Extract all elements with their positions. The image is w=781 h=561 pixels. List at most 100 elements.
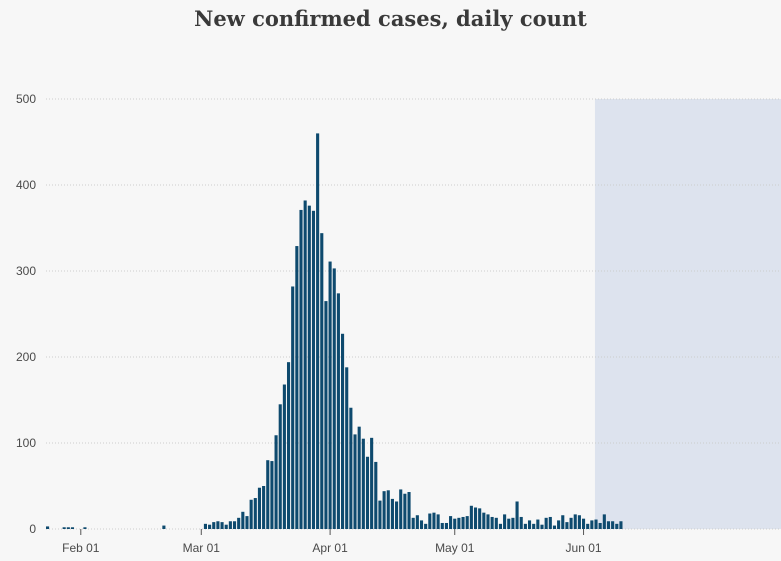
bar-day-40: [212, 522, 216, 529]
bar-day-60: [295, 246, 299, 529]
bar-day-61: [299, 209, 303, 529]
bar-day-113: [515, 501, 519, 529]
bar-day-57: [282, 384, 286, 529]
bar-day-127: [573, 514, 577, 529]
bar-day-87: [407, 492, 411, 529]
bar-day-44: [228, 521, 232, 529]
bar-day-138: [619, 521, 623, 529]
bar-day-79: [374, 461, 378, 529]
chart-title: New confirmed cases, daily count: [194, 6, 587, 31]
bar-day-81: [382, 491, 386, 529]
bar-day-130: [586, 523, 590, 529]
x-tick-label-feb-01: Feb 01: [62, 541, 100, 555]
bar-day-66: [320, 233, 324, 529]
bar-day-129: [581, 518, 586, 529]
bar-day-98: [453, 518, 457, 529]
bar-day-42: [220, 522, 224, 529]
bar-day-117: [532, 523, 536, 529]
bar-day-124: [561, 515, 565, 529]
bar-day-106: [486, 514, 490, 529]
bar-day-112: [511, 517, 515, 529]
bar-day-83: [390, 498, 394, 529]
bar-day-82: [386, 490, 390, 529]
bar-day-69: [332, 268, 336, 529]
bar-day-86: [403, 493, 407, 529]
bar-day-131: [590, 520, 594, 529]
bar-day-85: [399, 489, 403, 529]
bar-day-80: [378, 500, 382, 529]
bar-day-41: [216, 521, 220, 529]
bar-day-92: [428, 513, 432, 529]
bar-day-110: [503, 514, 507, 529]
bar-day-114: [519, 516, 523, 529]
bar-day-71: [341, 333, 345, 529]
bar-day-123: [557, 520, 561, 529]
x-tick-label-jun-01: Jun 01: [566, 541, 602, 555]
bar-day-65: [316, 133, 320, 529]
shaded-region: [594, 99, 781, 529]
y-tick-label-100: 100: [16, 436, 36, 450]
bar-day-93: [432, 512, 436, 529]
x-tick-label-may-01: May 01: [435, 541, 475, 555]
bar-day-115: [523, 523, 527, 529]
bar-day-120: [544, 517, 548, 529]
bar-day-135: [606, 521, 611, 529]
y-tick-label-500: 500: [16, 92, 36, 106]
bar-day-90: [419, 520, 424, 529]
bar-day-54: [270, 461, 274, 529]
bar-day-107: [490, 516, 494, 529]
bar-day-62: [303, 200, 307, 530]
bar-day-39: [208, 524, 212, 529]
bar-day-96: [444, 522, 448, 529]
bar-day-51: [257, 487, 262, 529]
y-tick-label-300: 300: [16, 264, 36, 278]
bar-day-47: [241, 511, 245, 529]
bar-day-46: [237, 517, 241, 529]
bar-day-102: [469, 505, 473, 529]
y-tick-label-200: 200: [16, 350, 36, 364]
bar-day-0: [46, 526, 50, 529]
bar-day-126: [569, 517, 573, 529]
bar-day-63: [307, 205, 311, 529]
bar-day-38: [203, 523, 207, 529]
bar-day-109: [498, 523, 502, 529]
bar-day-116: [527, 520, 532, 529]
bar-day-134: [602, 514, 606, 529]
bar-day-49: [249, 499, 253, 529]
bar-day-108: [494, 517, 498, 529]
bar-day-77: [365, 456, 370, 529]
bar-day-50: [253, 498, 257, 529]
bar-day-84: [395, 501, 399, 529]
bar-day-111: [507, 518, 511, 529]
bar-day-68: [328, 261, 332, 529]
bar-day-121: [548, 516, 552, 529]
bar-day-67: [324, 301, 328, 529]
bar-day-53: [266, 460, 270, 529]
bar-day-74: [353, 434, 357, 529]
bar-day-28: [162, 525, 166, 529]
bar-day-78: [370, 437, 374, 529]
bar-day-72: [345, 367, 349, 529]
bar-day-52: [262, 486, 266, 529]
bar-day-59: [291, 286, 295, 529]
bar-day-89: [415, 515, 419, 529]
y-tick-label-0: 0: [29, 522, 36, 536]
bar-day-99: [457, 517, 461, 529]
bar-day-75: [357, 426, 361, 529]
bar-day-55: [274, 435, 278, 529]
bar-day-119: [540, 524, 544, 529]
bar-day-95: [440, 522, 444, 529]
x-tick-label-mar-01: Mar 01: [183, 541, 221, 555]
bar-day-76: [361, 438, 365, 529]
bar-day-5: [66, 527, 70, 529]
bar-day-73: [349, 407, 353, 529]
x-tick-label-apr-01: Apr 01: [312, 541, 348, 555]
bar-day-45: [232, 521, 237, 529]
bar-day-48: [245, 516, 249, 529]
bar-day-64: [311, 210, 316, 530]
bar-day-43: [224, 524, 228, 529]
bar-day-128: [577, 515, 581, 529]
bar-day-70: [336, 293, 340, 529]
bar-day-94: [436, 514, 440, 529]
